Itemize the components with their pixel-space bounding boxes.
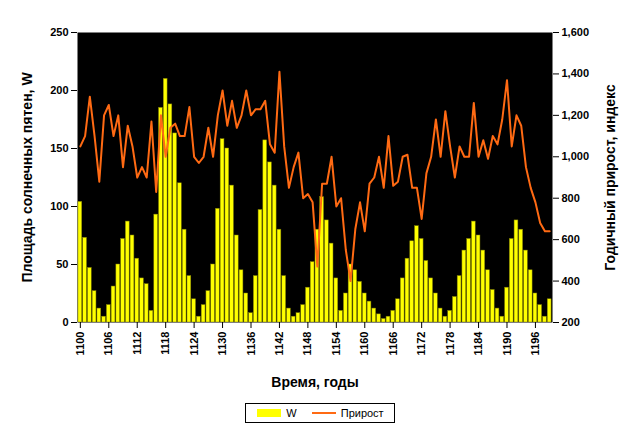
svg-text:1,200: 1,200 [562, 109, 590, 121]
svg-text:400: 400 [562, 275, 580, 287]
svg-text:50: 50 [56, 258, 68, 270]
svg-text:1118: 1118 [159, 332, 171, 355]
svg-text:1154: 1154 [330, 331, 342, 356]
svg-text:1190: 1190 [501, 332, 513, 356]
svg-text:0: 0 [62, 316, 68, 328]
svg-text:1148: 1148 [301, 332, 313, 356]
svg-text:250: 250 [50, 26, 68, 38]
svg-text:1124: 1124 [188, 331, 200, 356]
svg-text:1100: 1100 [74, 332, 86, 356]
svg-text:1172: 1172 [415, 332, 427, 356]
svg-text:Площадь солнечных пятен, W: Площадь солнечных пятен, W [19, 72, 35, 283]
svg-text:Годичный прирост, индекс: Годичный прирост, индекс [602, 84, 618, 271]
svg-text:Время, годы: Время, годы [271, 374, 358, 390]
svg-text:1112: 1112 [131, 332, 143, 355]
svg-text:1160: 1160 [358, 332, 370, 356]
svg-text:1130: 1130 [216, 332, 228, 356]
svg-text:1106: 1106 [102, 332, 114, 356]
svg-text:1178: 1178 [444, 332, 456, 356]
html-text:W: W [286, 407, 297, 419]
svg-text:1166: 1166 [387, 332, 399, 356]
html-text:Прирост: Прирост [340, 407, 384, 419]
svg-text:600: 600 [562, 233, 580, 245]
svg-text:1136: 1136 [245, 332, 257, 356]
svg-text:200: 200 [562, 316, 580, 328]
svg-text:1196: 1196 [529, 332, 541, 356]
svg-text:1184: 1184 [472, 331, 484, 356]
svg-text:200: 200 [50, 84, 68, 96]
svg-text:1142: 1142 [273, 332, 285, 356]
svg-text:800: 800 [562, 192, 580, 204]
svg-text:1,000: 1,000 [562, 150, 590, 162]
svg-text:1,400: 1,400 [562, 67, 590, 79]
svg-text:100: 100 [50, 200, 68, 212]
svg-text:150: 150 [50, 142, 68, 154]
svg-text:1,600: 1,600 [562, 26, 590, 38]
